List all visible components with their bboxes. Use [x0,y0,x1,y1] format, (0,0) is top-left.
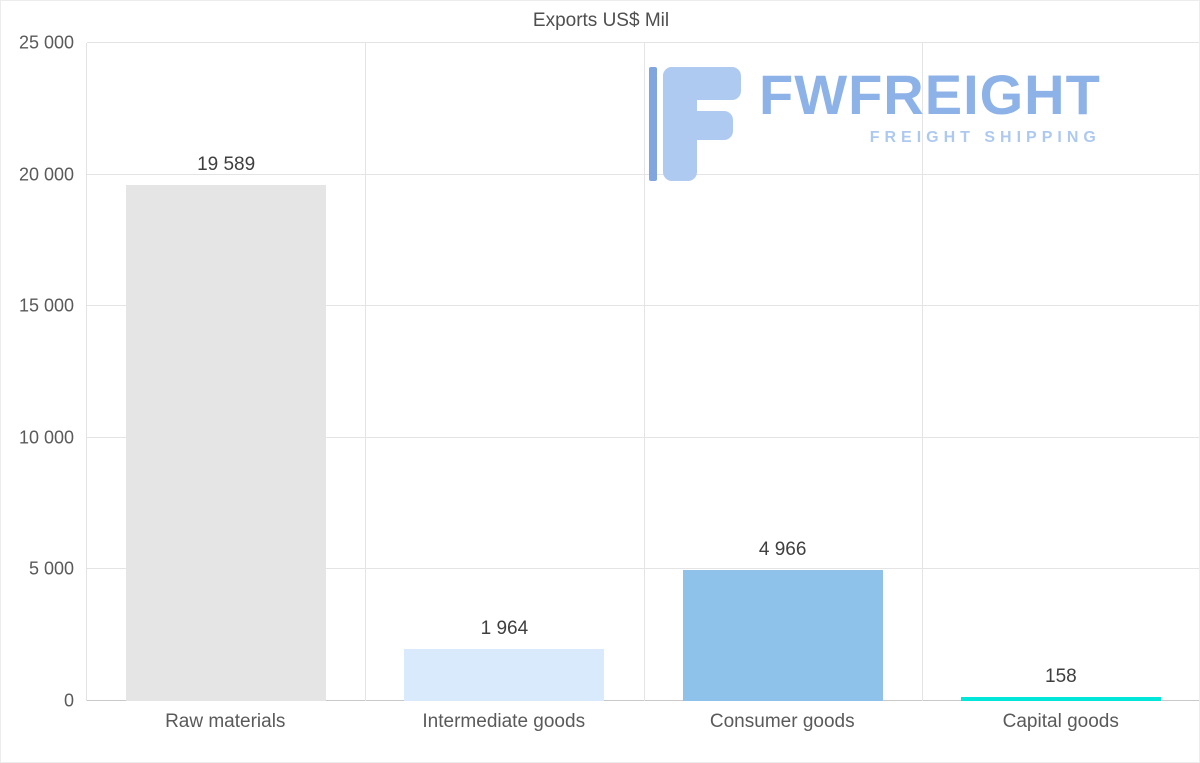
gridline-v-3 [921,43,923,701]
gridline-v-2 [643,43,645,701]
plot-area: 19 589 1 964 4 966 158 [86,42,1199,701]
y-tick-label-20000: 20 000 [18,164,74,185]
bar-value-label-raw-materials: 19 589 [197,154,256,176]
gridline-v-1 [365,43,367,701]
gridline-h-10000 [87,436,1199,438]
x-tick-label-intermediate-goods: Intermediate goods [422,711,586,732]
bar-consumer-goods[interactable]: 4 966 [682,539,883,701]
bar-capital-goods[interactable]: 158 [960,666,1161,701]
watermark-logo: FWFREIGHT FREIGHT SHIPPING [649,67,1101,181]
brand-tagline: FREIGHT SHIPPING [869,129,1101,146]
brand-text: FWFREIGHT [759,63,1101,126]
gridline-h-0 [87,700,1199,701]
y-tick-label-0: 0 [63,690,74,711]
y-tick-label-25000: 25 000 [18,32,74,53]
bar-value-label-intermediate-goods: 1 964 [480,618,529,640]
gridline-h-20000 [87,173,1199,175]
bar-value-label-consumer-goods: 4 966 [758,539,807,561]
fwfreight-logo-icon [649,67,741,181]
x-axis: Raw materials Intermediate goods Consumer … [86,711,1199,733]
chart-title: Exports US$ Mil [532,10,670,31]
bar-intermediate-goods[interactable]: 1 964 [404,618,605,701]
bar-raw-materials[interactable]: 19 589 [126,154,327,701]
logo-text-block: FWFREIGHT FREIGHT SHIPPING [759,67,1101,147]
gridline-h-15000 [87,305,1199,307]
gridline-h-5000 [87,568,1199,570]
gridline-h-25000 [87,42,1199,43]
y-axis: 0 5 000 10 000 15 000 20 000 25 000 [1,33,74,711]
x-tick-label-raw-materials: Raw materials [165,711,286,732]
y-tick-label-15000: 15 000 [18,295,74,316]
y-tick-label-5000: 5 000 [28,558,74,579]
y-tick-label-10000: 10 000 [18,427,74,448]
bar-slot-capital-goods: 158 [922,43,1199,701]
bar-slot-raw-materials: 19 589 [87,43,365,701]
x-tick-label-capital-goods: Capital goods [1002,711,1119,732]
bar-value-label-capital-goods: 158 [1045,665,1077,687]
x-tick-label-consumer-goods: Consumer goods [709,711,855,732]
bar-slot-consumer-goods: 4 966 [644,43,922,701]
bar-slot-intermediate-goods: 1 964 [365,43,643,701]
